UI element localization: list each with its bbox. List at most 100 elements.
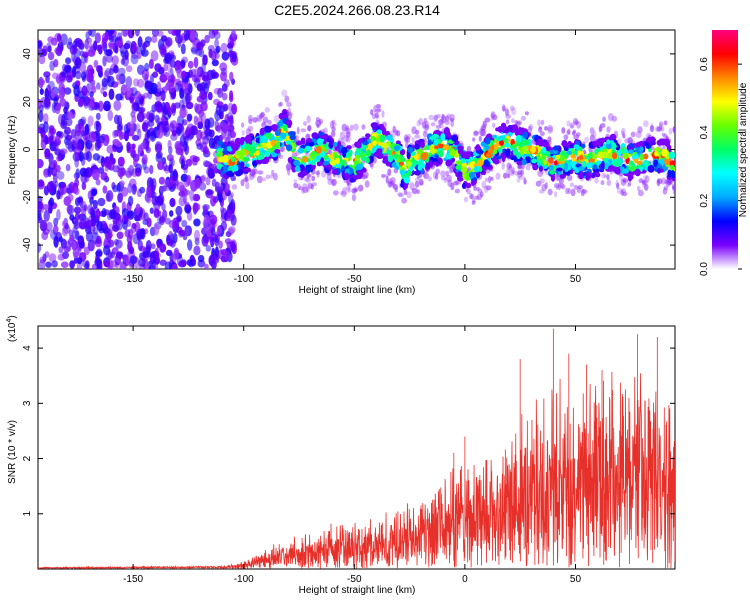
spectrogram-cell xyxy=(661,148,668,157)
spectrogram-cell xyxy=(426,163,431,169)
spectrogram-cell xyxy=(460,158,466,164)
spectrogram-cell xyxy=(282,124,288,132)
spectrogram-cell xyxy=(130,54,139,65)
spectrogram-cell xyxy=(433,171,437,180)
spectrogram-cell xyxy=(230,239,237,251)
spectrogram-cell xyxy=(490,140,495,145)
spectrogram-cell xyxy=(520,169,524,176)
spectrogram-cell xyxy=(43,113,49,125)
spectrogram-cell xyxy=(217,150,222,158)
colorbar-scale xyxy=(712,30,738,269)
spectrogram-cell xyxy=(183,195,188,204)
spectrogram-cell xyxy=(180,43,186,55)
spectrogram-cell xyxy=(42,228,50,235)
spectrogram-cell xyxy=(635,131,642,139)
spectrogram-cell xyxy=(548,157,554,164)
spectrogram-cell xyxy=(579,154,584,161)
spectrogram-cell xyxy=(511,167,515,174)
spectrogram-cell xyxy=(72,226,78,233)
spectrogram-cell xyxy=(65,139,73,150)
spectrogram-cell xyxy=(339,131,345,140)
spectrogram-cell xyxy=(150,82,159,95)
spectrogram-cell xyxy=(622,178,629,183)
spectrogram-cell xyxy=(59,148,68,155)
spectrogram-cell xyxy=(87,48,96,57)
spectrogram-cell xyxy=(379,134,386,143)
spectrogram-cell xyxy=(156,238,161,249)
spectrogram-cell xyxy=(573,134,580,140)
spectrogram-cell xyxy=(607,113,614,121)
spectrogram-cell xyxy=(420,152,428,161)
spectrogram-cell xyxy=(478,128,485,137)
spectrogram-cell xyxy=(517,126,523,135)
y-tick-label: 20 xyxy=(22,96,33,108)
spectrogram-cell xyxy=(159,243,167,253)
spectrogram-cell xyxy=(499,126,506,131)
spectrogram-cell xyxy=(261,159,266,165)
spectrogram-cell xyxy=(240,122,245,128)
spectrogram-cell xyxy=(547,188,553,196)
spectrogram-cell xyxy=(547,136,552,143)
spectrogram-cell xyxy=(662,187,668,195)
spectrogram-cell xyxy=(419,141,425,148)
spectrogram-cell xyxy=(508,166,513,171)
spectrogram-cell xyxy=(473,130,479,137)
spectrogram-cell xyxy=(142,42,147,50)
snr-y-multiplier: (x104) xyxy=(6,315,18,342)
spectrogram-cell xyxy=(156,195,164,207)
spectrogram-cell xyxy=(220,221,228,231)
spectrogram-cell xyxy=(174,60,181,71)
spectrogram-cell xyxy=(57,33,62,43)
spectrogram-cell xyxy=(132,134,140,141)
spectrogram-cell xyxy=(231,184,238,190)
spectrogram-cell xyxy=(576,150,582,156)
spectrogram-cell xyxy=(668,151,675,159)
spectrogram-cell xyxy=(56,209,61,221)
spectrogram-cell xyxy=(87,239,95,252)
spectrogram-cell xyxy=(502,105,506,112)
spectrogram-cell xyxy=(217,122,224,128)
spectrogram-cell xyxy=(464,173,471,181)
spectrogram-cell xyxy=(295,135,300,140)
spectrogram-cell xyxy=(81,181,87,191)
spectrogram-cell xyxy=(284,95,290,103)
spectrogram-cell xyxy=(416,148,423,154)
spectrogram-cell xyxy=(663,120,668,126)
spectrogram-cell xyxy=(544,126,548,131)
spectrogram-cell xyxy=(422,121,427,129)
spectrogram-cell xyxy=(401,197,407,204)
spectrogram-cell xyxy=(570,188,576,197)
spectrogram-cell xyxy=(365,133,371,139)
spectrogram-cell xyxy=(588,152,593,159)
spectrogram-cell xyxy=(229,131,236,137)
spectrogram-cell xyxy=(621,130,625,136)
spectrogram-cell xyxy=(580,143,586,149)
spectrogram-cell xyxy=(225,123,231,130)
spectrogram-cell xyxy=(156,81,162,93)
spectrogram-cell xyxy=(563,134,569,141)
spectrogram-cell xyxy=(606,179,612,186)
spectrogram-cell xyxy=(103,244,111,256)
spectrogram-cell xyxy=(87,115,94,127)
spectrogram-cell xyxy=(136,78,145,88)
spectrogram-cell xyxy=(454,188,460,194)
spectrogram-cell xyxy=(125,167,133,179)
spectrogram-cell xyxy=(262,116,269,124)
spectrogram-cell xyxy=(205,189,213,199)
spectrogram-cell xyxy=(96,263,101,269)
spectrogram-cell xyxy=(658,121,664,127)
spectrogram-cell xyxy=(267,119,272,126)
spectrogram-cell xyxy=(495,172,501,180)
spectrogram-cell xyxy=(622,153,629,160)
spectrogram-cell xyxy=(95,178,101,186)
spectrogram-cell xyxy=(78,240,85,249)
spectrogram-cell xyxy=(240,179,245,187)
spectrogram-cell xyxy=(285,144,293,151)
spectrogram-cell xyxy=(423,172,430,180)
spectrogram-cell xyxy=(44,88,49,100)
spectrogram-cell xyxy=(473,130,479,135)
spectrogram-cell xyxy=(190,47,199,55)
spectrogram-cell xyxy=(149,130,156,142)
spectrogram-cell xyxy=(296,126,300,135)
spectrogram-cell xyxy=(168,178,173,187)
